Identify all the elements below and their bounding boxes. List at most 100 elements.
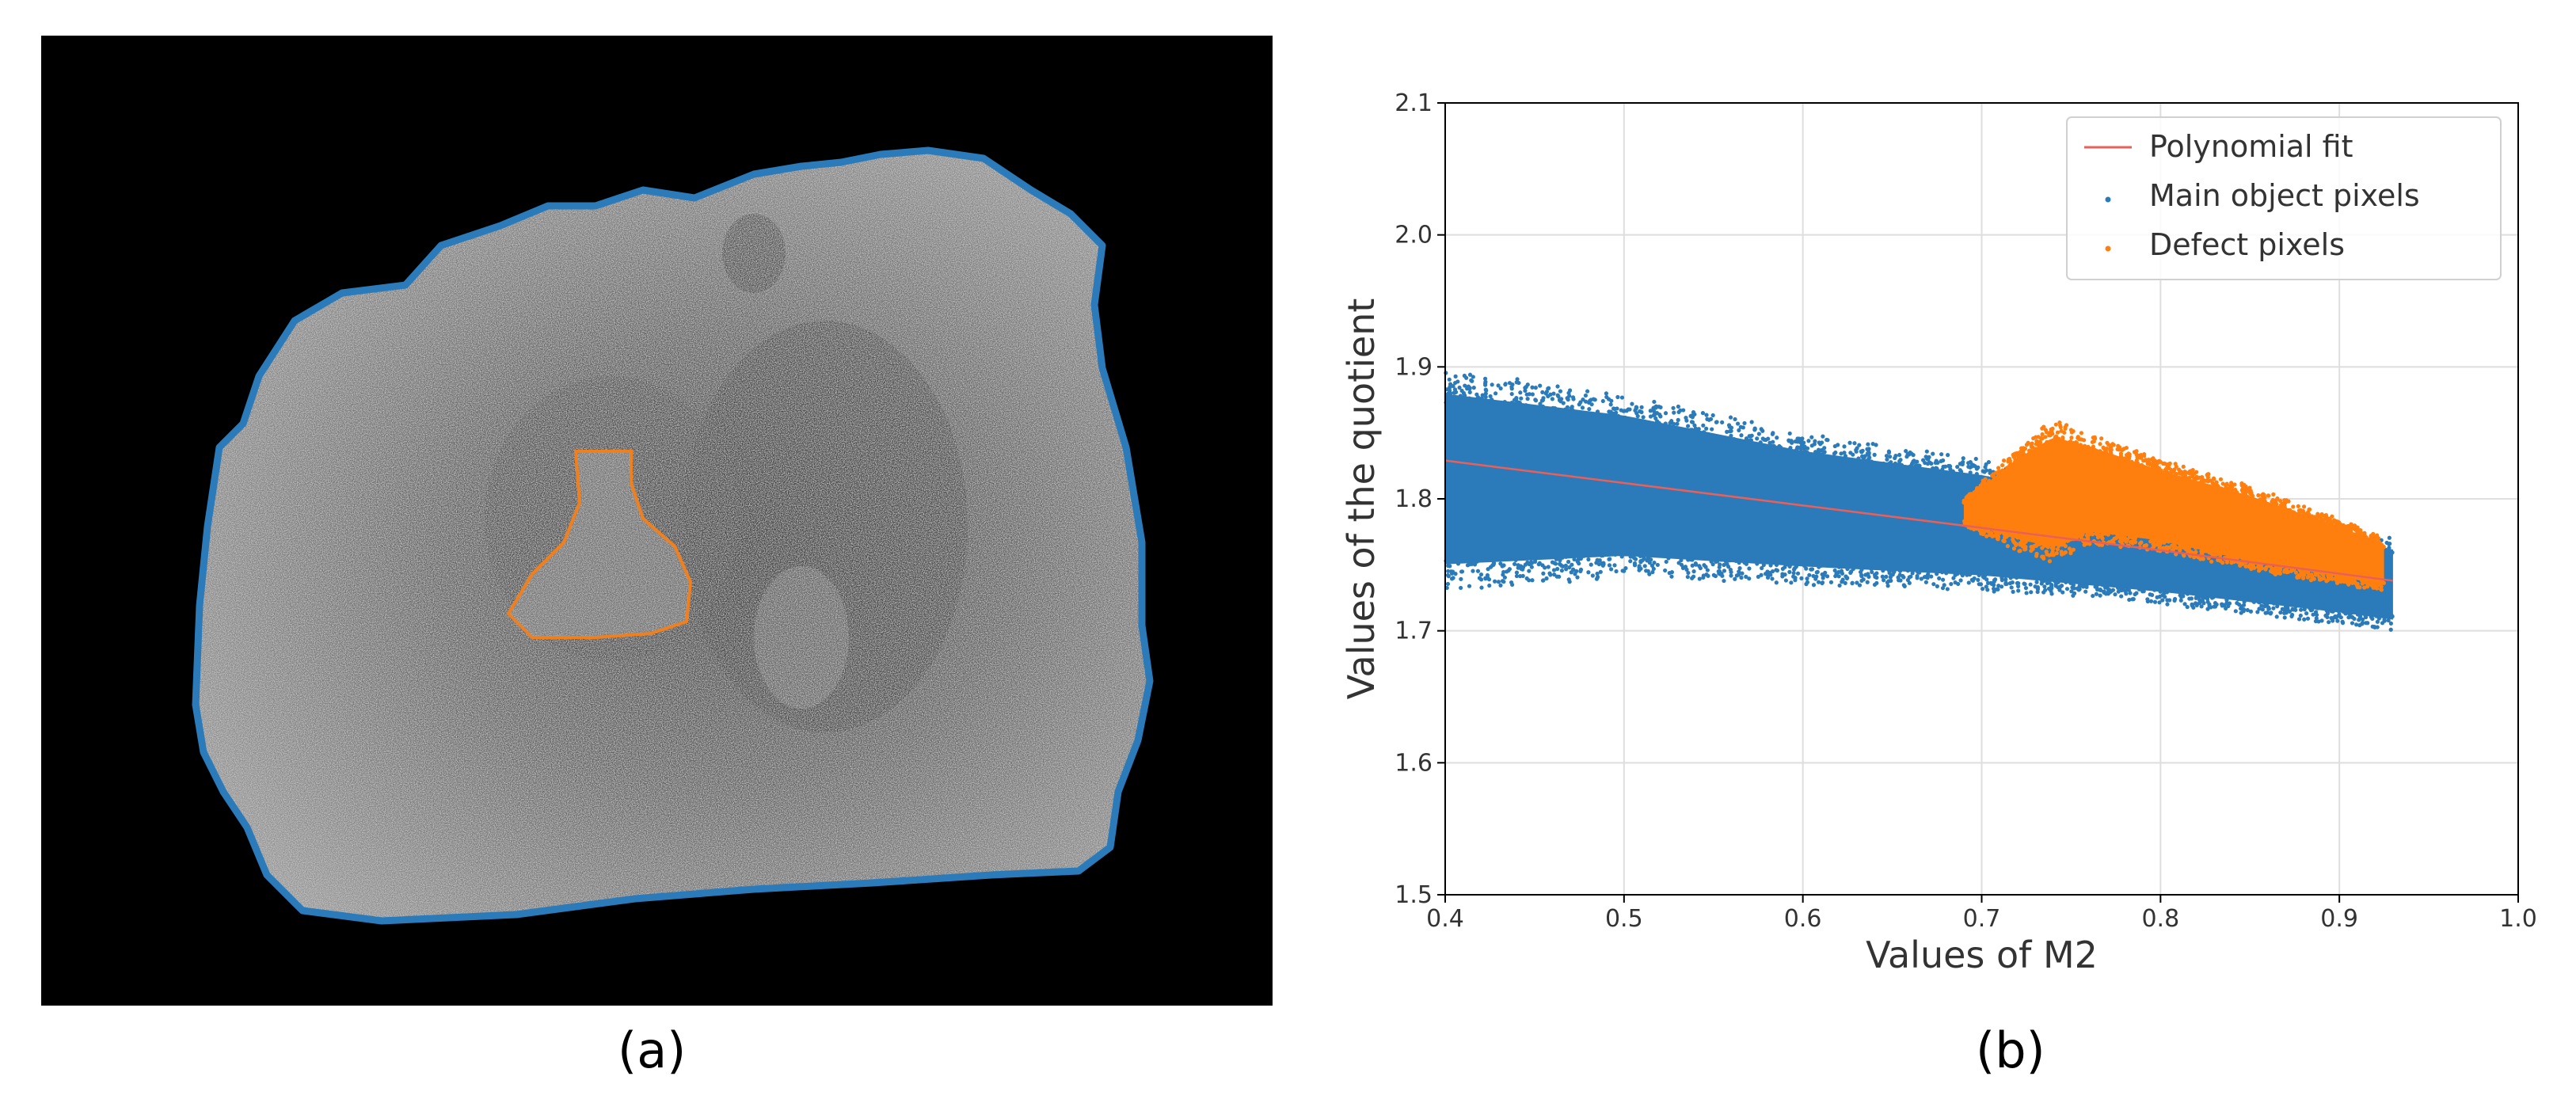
defect-pixels-point	[2279, 506, 2285, 511]
main-object-pixels-point	[2117, 579, 2122, 584]
main-object-pixels-point	[2164, 590, 2170, 595]
main-object-pixels-point	[2376, 610, 2380, 614]
main-object-pixels-point	[2299, 607, 2304, 612]
main-object-pixels-point	[1509, 549, 1514, 553]
main-object-pixels-point	[2190, 603, 2194, 608]
main-object-pixels-point	[1479, 405, 1485, 409]
main-object-pixels-point	[1530, 578, 1535, 583]
main-object-pixels-point	[1783, 452, 1787, 458]
defect-pixels-point	[2186, 543, 2190, 549]
defect-pixels-point	[2111, 443, 2116, 447]
defect-pixels-point	[2307, 507, 2312, 512]
main-object-pixels-point	[1982, 567, 1987, 572]
main-object-pixels-point	[1953, 571, 1958, 576]
main-object-pixels-point	[1925, 565, 1930, 570]
defect-pixels-point	[2029, 443, 2034, 447]
main-object-pixels-point	[1525, 413, 1530, 419]
main-object-pixels-point	[1780, 566, 1785, 572]
main-object-pixels-point	[1813, 576, 1818, 581]
main-object-pixels-point	[2119, 594, 2124, 599]
main-object-pixels-point	[1452, 397, 1456, 402]
main-object-pixels-point	[1855, 464, 1859, 469]
main-object-pixels-point	[2045, 580, 2049, 586]
main-object-pixels-point	[1541, 578, 1546, 583]
main-object-pixels-point	[1514, 573, 1520, 579]
main-object-pixels-point	[2022, 582, 2027, 587]
main-object-pixels-point	[1638, 550, 1642, 556]
main-object-pixels-point	[2387, 542, 2391, 546]
main-object-pixels-point	[1771, 431, 1775, 435]
main-object-pixels-point	[1771, 560, 1775, 565]
defect-pixels-point	[2272, 500, 2277, 505]
defect-pixels-point	[2377, 541, 2382, 546]
main-object-pixels-point	[2259, 603, 2264, 608]
main-object-pixels-point	[2057, 576, 2061, 580]
main-object-pixels-point	[1447, 395, 1452, 400]
defect-pixels-point	[2086, 444, 2091, 449]
main-object-pixels-point	[1823, 570, 1828, 575]
main-object-pixels-point	[2329, 604, 2334, 609]
defect-pixels-point	[2189, 471, 2194, 477]
defect-pixels-point	[2013, 533, 2018, 538]
main-object-pixels-point	[1992, 578, 1997, 583]
main-object-pixels-point	[1470, 557, 1474, 562]
main-object-pixels-point	[2382, 618, 2387, 623]
main-object-pixels-point	[2241, 609, 2246, 614]
main-object-pixels-point	[1966, 580, 1971, 585]
main-object-pixels-point	[1505, 409, 1510, 415]
main-object-pixels-point	[1977, 569, 1981, 573]
defect-pixels-point	[2353, 534, 2358, 539]
main-object-pixels-point	[1764, 572, 1768, 576]
main-object-pixels-point	[1531, 411, 1536, 416]
defect-pixels-point	[2098, 442, 2102, 447]
main-object-pixels-point	[2245, 607, 2250, 613]
main-object-pixels-point	[1650, 428, 1655, 432]
main-object-pixels-point	[1924, 449, 1929, 454]
main-object-pixels-point	[2361, 617, 2365, 622]
main-object-pixels-point	[1770, 576, 1775, 581]
defect-pixels-point	[2092, 451, 2097, 457]
main-object-pixels-point	[2340, 619, 2345, 624]
main-object-pixels-point	[2242, 599, 2247, 604]
main-object-pixels-point	[1866, 442, 1870, 447]
main-object-pixels-point	[1710, 427, 1714, 432]
defect-pixels-point	[2019, 457, 2023, 462]
defect-pixels-point	[2101, 445, 2106, 450]
defect-pixels-point	[2273, 572, 2278, 577]
main-object-pixels-point	[1458, 394, 1463, 398]
main-object-pixels-point	[1600, 398, 1605, 404]
main-object-pixels-point	[1490, 397, 1494, 402]
main-object-pixels-point	[1669, 553, 1674, 557]
main-object-pixels-point	[1942, 464, 1948, 469]
main-object-pixels-point	[1839, 451, 1844, 456]
main-object-pixels-point	[1558, 410, 1564, 415]
defect-pixels-point	[2115, 531, 2121, 537]
main-object-pixels-point	[1857, 583, 1863, 588]
main-object-pixels-point	[2157, 600, 2162, 605]
main-object-pixels-point	[2069, 579, 2074, 584]
main-object-pixels-point	[2098, 588, 2103, 593]
main-object-pixels-point	[1912, 566, 1916, 571]
main-object-pixels-point	[2282, 610, 2287, 615]
main-object-pixels-point	[1721, 439, 1726, 444]
y-tick-label: 1.7	[1395, 618, 1433, 645]
defect-pixels-point	[2033, 451, 2038, 456]
main-object-pixels-point	[2296, 617, 2302, 622]
x-axis-label: Values of M2	[1866, 934, 2098, 976]
defect-pixels-point	[2233, 487, 2238, 493]
defect-pixels-point	[2161, 474, 2166, 479]
main-object-pixels-point	[1884, 468, 1889, 473]
main-object-pixels-point	[1722, 569, 1727, 573]
defect-pixels-point	[2213, 552, 2218, 557]
main-object-pixels-point	[1478, 549, 1483, 553]
main-object-pixels-point	[2009, 585, 2014, 590]
defect-pixels-point	[1993, 476, 1998, 481]
main-object-pixels-point	[1633, 545, 1638, 550]
main-object-pixels-point	[1847, 440, 1852, 445]
defect-pixels-point	[2161, 462, 2166, 466]
main-object-pixels-point	[1951, 576, 1956, 580]
main-object-pixels-point	[1695, 429, 1699, 434]
defect-pixels-point	[2053, 422, 2058, 427]
main-object-pixels-point	[1477, 576, 1482, 580]
main-object-pixels-point	[1919, 576, 1923, 581]
